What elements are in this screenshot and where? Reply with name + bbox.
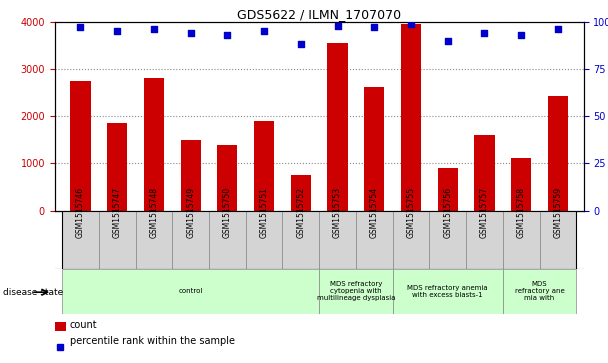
Text: GSM1515746: GSM1515746 [76,187,85,238]
Bar [254,121,274,211]
Bar [503,211,539,269]
Bar [71,81,91,211]
Text: GSM1515756: GSM1515756 [443,187,452,238]
Point [75,25,85,30]
Bar [172,211,209,269]
Bar [364,87,384,211]
Text: MDS refractory anemia
with excess blasts-1: MDS refractory anemia with excess blasts… [407,285,488,298]
Bar [246,211,283,269]
Bar [319,211,356,269]
Bar [511,158,531,211]
Text: GSM1515750: GSM1515750 [223,187,232,238]
Point [223,32,232,38]
Bar [181,140,201,211]
Text: GSM1515749: GSM1515749 [186,187,195,238]
Point [516,32,526,38]
Bar [319,269,393,314]
Bar [217,146,238,211]
Text: GSM1515751: GSM1515751 [260,187,269,238]
Text: GSM1515752: GSM1515752 [296,187,305,238]
Bar [466,211,503,269]
Text: control: control [178,288,203,294]
Text: MDS refractory
cytopenia with
multilineage dysplasia: MDS refractory cytopenia with multilinea… [317,281,395,301]
Bar [62,211,98,269]
Point [259,28,269,34]
Bar [539,211,576,269]
Text: GSM1515753: GSM1515753 [333,187,342,238]
Bar [98,211,136,269]
Text: GSM1515758: GSM1515758 [517,187,526,238]
Text: MDS
refractory ane
mia with: MDS refractory ane mia with [515,281,564,301]
Bar [136,211,172,269]
Bar [55,322,66,331]
Point [406,21,416,26]
Bar [548,96,568,211]
Text: GSM1515754: GSM1515754 [370,187,379,238]
Bar [328,43,348,211]
Point [443,38,452,44]
Bar [393,269,503,314]
Point [186,30,196,36]
Point [370,25,379,30]
Text: disease state: disease state [3,288,63,297]
Point [480,30,489,36]
Bar [393,211,429,269]
Bar [438,168,458,211]
Text: GSM1515757: GSM1515757 [480,187,489,238]
Bar [144,78,164,211]
Bar [291,175,311,211]
Point [553,26,563,32]
Bar [107,123,127,211]
Bar [503,269,576,314]
Point [149,26,159,32]
Bar [474,135,494,211]
Bar [401,24,421,211]
Text: GSM1515748: GSM1515748 [150,187,159,238]
Bar [209,211,246,269]
Bar [356,211,393,269]
Bar [429,211,466,269]
Text: percentile rank within the sample: percentile rank within the sample [70,336,235,346]
Bar [62,269,319,314]
Title: GDS5622 / ILMN_1707070: GDS5622 / ILMN_1707070 [237,8,401,21]
Text: count: count [70,320,97,330]
Point [296,41,306,47]
Bar [283,211,319,269]
Text: GSM1515755: GSM1515755 [407,187,415,238]
Point [333,23,342,28]
Point [112,28,122,34]
Text: GSM1515747: GSM1515747 [112,187,122,238]
Text: GSM1515759: GSM1515759 [553,187,562,238]
